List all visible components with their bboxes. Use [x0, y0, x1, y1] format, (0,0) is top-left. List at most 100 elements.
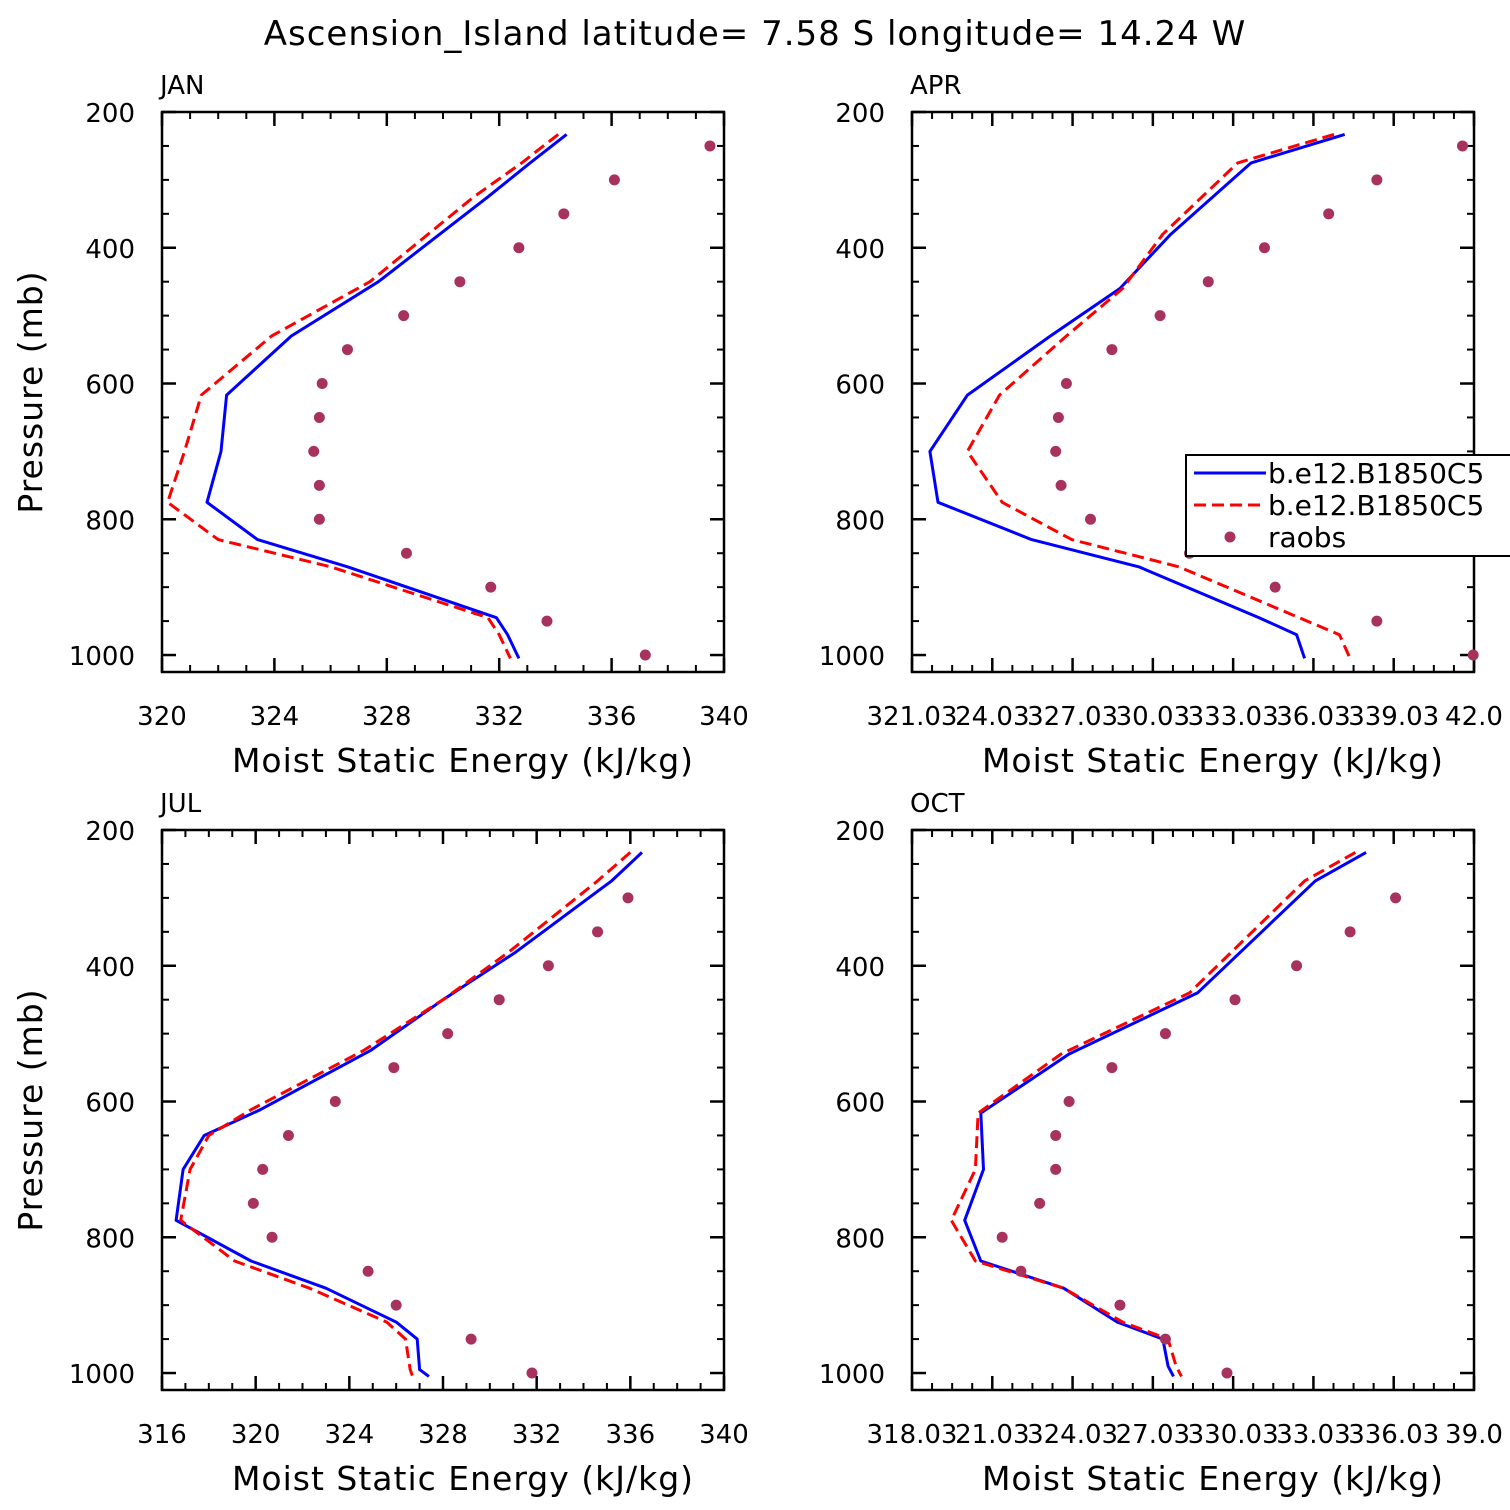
raobs-point [1159, 1333, 1171, 1345]
raobs-point [388, 1062, 400, 1074]
x-tick-label: 333.03 [1188, 702, 1279, 732]
y-tick-label: 200 [835, 99, 885, 129]
y-tick-label: 200 [85, 817, 135, 847]
raobs-point [1344, 926, 1356, 938]
raobs-point [1221, 1367, 1233, 1379]
panels: JAN 320 324 328 332 336 340 200 400 600 800 1000 Moi… [11, 71, 1510, 1498]
x-axis-title: Moist Static Energy (kJ/kg) [982, 1459, 1444, 1498]
y-tick-label: 800 [835, 1224, 885, 1254]
x-tick-label: 318.03 [867, 1420, 958, 1450]
raobs-point [1055, 479, 1067, 491]
raobs-point [362, 1265, 374, 1277]
y-tick-label: 400 [835, 953, 885, 983]
raobs-point [541, 615, 553, 627]
raobs-point [316, 378, 328, 390]
x-tick-label: 336 [606, 1420, 656, 1450]
series-line-1 [205, 133, 568, 660]
series-line-1 [174, 851, 644, 1378]
raobs-point [1085, 513, 1097, 525]
y-tick-label: 200 [835, 817, 885, 847]
x-tick-label: 320 [231, 1420, 281, 1450]
x-tick-label: 21.03 [955, 1420, 1029, 1450]
x-tick-label: 324 [325, 1420, 375, 1450]
chart-panel-jul: JUL 316 320 324 328 332 336 340 200 400 600 800 1000… [11, 789, 749, 1498]
raobs-point [400, 547, 412, 559]
raobs-point [1060, 378, 1072, 390]
raobs-point [1456, 140, 1468, 152]
raobs-point [1050, 1129, 1062, 1141]
x-tick-label: 33.03 [1276, 1420, 1350, 1450]
x-tick-label: 316 [137, 1420, 187, 1450]
raobs-point [1034, 1197, 1046, 1209]
raobs-point [1050, 445, 1062, 457]
raobs-point [1159, 1028, 1171, 1040]
x-tick-label: 324.03 [1027, 1420, 1118, 1450]
x-tick-label: 328 [418, 1420, 468, 1450]
x-tick-label: 330.03 [1188, 1420, 1279, 1450]
y-tick-label: 600 [85, 371, 135, 401]
legend-entry-3: raobs [1268, 521, 1346, 554]
raobs-point [313, 513, 325, 525]
y-tick-label: 1000 [69, 642, 135, 672]
chart-panel-apr: APR 321.0324.03327.0330.03333.0336.03339.… [819, 71, 1510, 780]
raobs-point [1202, 276, 1214, 288]
x-tick-label: 42.0 [1445, 702, 1503, 732]
x-tick-label: 30.03 [1116, 702, 1190, 732]
plot-area [949, 851, 1402, 1379]
y-tick-label: 400 [85, 953, 135, 983]
raobs-point [266, 1231, 278, 1243]
raobs-point [1291, 960, 1303, 972]
raobs-point [608, 174, 620, 186]
raobs-point [1371, 174, 1383, 186]
legend-swatch-3 [1224, 531, 1236, 543]
y-tick-label: 600 [835, 1089, 885, 1119]
raobs-point [526, 1367, 538, 1379]
x-axis-title: Moist Static Energy (kJ/kg) [982, 741, 1444, 780]
raobs-point [442, 1028, 454, 1040]
panel-label: OCT [910, 789, 965, 819]
chart-panel-oct: OCT 318.0321.03324.0327.03330.0333.03336.… [819, 789, 1503, 1498]
y-tick-label: 1000 [819, 1360, 885, 1390]
legend-entry-1: b.e12.B1850C5 [1268, 457, 1484, 490]
x-tick-label: 336.03 [1348, 1420, 1439, 1450]
legend-entry-2: b.e12.B1850C5 [1268, 489, 1484, 522]
raobs-point [996, 1231, 1008, 1243]
x-tick-label: 27.03 [1116, 1420, 1190, 1450]
figure-title: Ascension_Island latitude= 7.58 S longit… [264, 14, 1247, 54]
y-tick-label: 800 [85, 506, 135, 536]
x-tick-label: 36.03 [1276, 702, 1350, 732]
raobs-point [493, 994, 505, 1006]
y-tick-label: 400 [85, 235, 135, 265]
y-tick-label: 200 [85, 99, 135, 129]
raobs-point [1106, 344, 1118, 356]
x-tick-label: 332 [512, 1420, 562, 1450]
raobs-point [1052, 411, 1064, 423]
raobs-point [639, 649, 651, 661]
raobs-point [1390, 892, 1402, 904]
plot-area [166, 133, 716, 661]
x-tick-label: 321.03 [867, 702, 958, 732]
x-tick-label: 24.03 [955, 702, 1029, 732]
x-tick-label: 340 [699, 702, 749, 732]
raobs-point [1154, 310, 1166, 322]
raobs-point [1269, 581, 1281, 593]
panel-label: APR [910, 71, 962, 101]
y-tick-label: 600 [85, 1089, 135, 1119]
y-axis-title: Pressure (mb) [11, 270, 50, 513]
raobs-point [1323, 208, 1335, 220]
raobs-point [1229, 994, 1241, 1006]
raobs-point [313, 411, 325, 423]
y-axis-title: Pressure (mb) [11, 988, 50, 1231]
raobs-point [485, 581, 497, 593]
raobs-point [542, 960, 554, 972]
raobs-point [1063, 1096, 1075, 1108]
chart-panel-jan: JAN 320 324 328 332 336 340 200 400 600 800 1000 Moi… [11, 71, 749, 780]
raobs-point [1114, 1299, 1126, 1311]
x-tick-label: 332 [474, 702, 524, 732]
raobs-point [390, 1299, 402, 1311]
raobs-point [465, 1333, 477, 1345]
raobs-point [592, 926, 604, 938]
